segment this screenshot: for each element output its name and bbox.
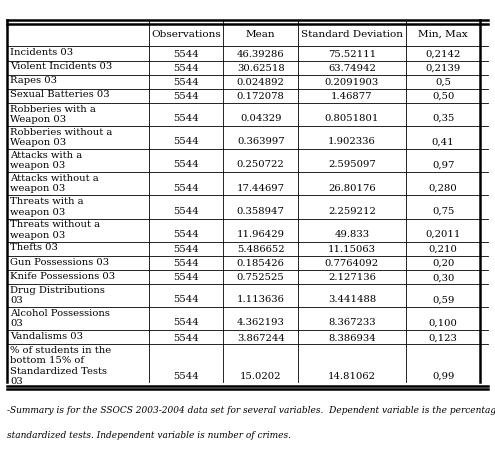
Text: 0.7764092: 0.7764092 — [325, 259, 379, 268]
Text: 5544: 5544 — [173, 334, 199, 343]
Text: Drug Distributions
03: Drug Distributions 03 — [10, 286, 105, 305]
Text: 0.2091903: 0.2091903 — [325, 78, 379, 87]
Text: 0,41: 0,41 — [432, 137, 454, 146]
Text: 0,5: 0,5 — [435, 78, 451, 87]
Text: Sexual Batteries 03: Sexual Batteries 03 — [10, 91, 110, 100]
Text: 2.595097: 2.595097 — [328, 161, 376, 170]
Text: 11.96429: 11.96429 — [237, 230, 285, 239]
Text: 5544: 5544 — [173, 50, 199, 59]
Text: 0.04329: 0.04329 — [240, 114, 282, 123]
Text: Thefts 03: Thefts 03 — [10, 244, 58, 253]
Text: 2.127136: 2.127136 — [328, 273, 376, 282]
Text: Robberies without a
Weapon 03: Robberies without a Weapon 03 — [10, 128, 113, 147]
Text: 0.172078: 0.172078 — [237, 92, 285, 101]
Text: 30.62518: 30.62518 — [237, 64, 285, 73]
Text: Attacks without a
weapon 03: Attacks without a weapon 03 — [10, 174, 99, 193]
Text: 0,280: 0,280 — [429, 184, 457, 193]
Text: 4.362193: 4.362193 — [237, 318, 285, 327]
Text: 0.250722: 0.250722 — [237, 161, 285, 170]
Text: Gun Possessions 03: Gun Possessions 03 — [10, 258, 109, 267]
Text: Observations: Observations — [151, 30, 221, 39]
Text: 5.486652: 5.486652 — [237, 245, 285, 254]
Text: Threats with a
weapon 03: Threats with a weapon 03 — [10, 197, 84, 216]
Text: 0,2011: 0,2011 — [426, 230, 461, 239]
Text: 0,50: 0,50 — [432, 92, 454, 101]
Text: 5544: 5544 — [173, 64, 199, 73]
Text: 3.441488: 3.441488 — [328, 295, 376, 304]
Text: 0,100: 0,100 — [429, 318, 457, 327]
Text: Min, Max: Min, Max — [418, 30, 468, 39]
Text: 14.81062: 14.81062 — [328, 372, 376, 381]
Text: 49.833: 49.833 — [334, 230, 369, 239]
Text: 5544: 5544 — [173, 230, 199, 239]
Text: 0,20: 0,20 — [432, 259, 454, 268]
Text: 0,35: 0,35 — [432, 114, 454, 123]
Text: 5544: 5544 — [173, 259, 199, 268]
Text: 5544: 5544 — [173, 245, 199, 254]
Text: 0,75: 0,75 — [432, 207, 454, 216]
Text: 3.867244: 3.867244 — [237, 334, 285, 343]
Text: 15.0202: 15.0202 — [240, 372, 282, 381]
Text: 5544: 5544 — [173, 184, 199, 193]
Text: 8.386934: 8.386934 — [328, 334, 376, 343]
Text: 5544: 5544 — [173, 137, 199, 146]
Text: 5544: 5544 — [173, 372, 199, 381]
Text: Rapes 03: Rapes 03 — [10, 76, 57, 85]
Text: 5544: 5544 — [173, 295, 199, 304]
Text: Attacks with a
weapon 03: Attacks with a weapon 03 — [10, 151, 83, 170]
Text: 2.259212: 2.259212 — [328, 207, 376, 216]
Text: 0,2139: 0,2139 — [426, 64, 461, 73]
Text: 0.185426: 0.185426 — [237, 259, 285, 268]
Text: 1.902336: 1.902336 — [328, 137, 376, 146]
Text: 0,123: 0,123 — [429, 334, 457, 343]
Text: 0,59: 0,59 — [432, 295, 454, 304]
Text: -Summary is for the SSOCS 2003-2004 data set for several variables.  Dependent v: -Summary is for the SSOCS 2003-2004 data… — [7, 406, 495, 415]
Text: 5544: 5544 — [173, 207, 199, 216]
Text: 0,210: 0,210 — [429, 245, 457, 254]
Text: 11.15063: 11.15063 — [328, 245, 376, 254]
Text: 0.752525: 0.752525 — [237, 273, 285, 282]
Text: Vandalisms 03: Vandalisms 03 — [10, 332, 83, 341]
Text: 63.74942: 63.74942 — [328, 64, 376, 73]
Text: Violent Incidents 03: Violent Incidents 03 — [10, 62, 113, 71]
Text: Mean: Mean — [246, 30, 276, 39]
Text: 0,97: 0,97 — [432, 161, 454, 170]
Text: 17.44697: 17.44697 — [237, 184, 285, 193]
Text: % of students in the
bottom 15% of
Standardized Tests
03: % of students in the bottom 15% of Stand… — [10, 346, 112, 387]
Text: 8.367233: 8.367233 — [328, 318, 376, 327]
Text: 5544: 5544 — [173, 78, 199, 87]
Text: 75.52111: 75.52111 — [328, 50, 376, 59]
Text: 0,99: 0,99 — [432, 372, 454, 381]
Text: 5544: 5544 — [173, 92, 199, 101]
Text: Alcohol Possessions
03: Alcohol Possessions 03 — [10, 309, 110, 328]
Text: Standard Deviation: Standard Deviation — [301, 30, 403, 39]
Text: 26.80176: 26.80176 — [328, 184, 376, 193]
Text: 5544: 5544 — [173, 273, 199, 282]
Text: 0,2142: 0,2142 — [426, 50, 461, 59]
Text: 0.358947: 0.358947 — [237, 207, 285, 216]
Text: Knife Possessions 03: Knife Possessions 03 — [10, 272, 115, 281]
Text: Robberies with a
Weapon 03: Robberies with a Weapon 03 — [10, 105, 96, 124]
Text: 1.46877: 1.46877 — [331, 92, 373, 101]
Text: 0.363997: 0.363997 — [237, 137, 285, 146]
Text: Threats without a
weapon 03: Threats without a weapon 03 — [10, 221, 100, 240]
Text: 0,30: 0,30 — [432, 273, 454, 282]
Text: 5544: 5544 — [173, 114, 199, 123]
Text: 46.39286: 46.39286 — [237, 50, 285, 59]
Text: standardized tests. Independent variable is number of crimes.: standardized tests. Independent variable… — [7, 431, 292, 440]
Text: 1.113636: 1.113636 — [237, 295, 285, 304]
Text: Incidents 03: Incidents 03 — [10, 48, 74, 57]
Text: 0.8051801: 0.8051801 — [325, 114, 379, 123]
Text: 5544: 5544 — [173, 318, 199, 327]
Text: 5544: 5544 — [173, 161, 199, 170]
Text: 0.024892: 0.024892 — [237, 78, 285, 87]
